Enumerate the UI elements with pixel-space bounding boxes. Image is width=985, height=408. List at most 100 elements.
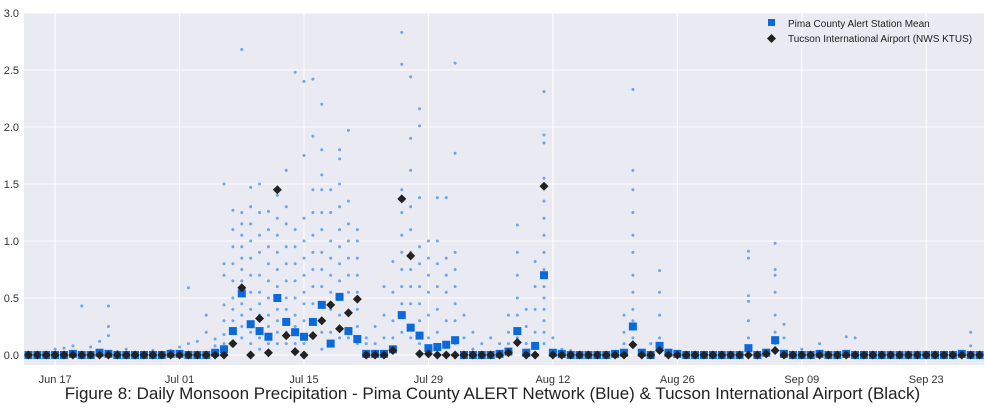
station-mean-marker	[442, 340, 451, 349]
station-point	[231, 262, 235, 266]
station-point	[222, 319, 226, 323]
legend: Pima County Alert Station Mean Tucson In…	[767, 19, 972, 45]
station-point	[426, 239, 430, 243]
y-tick-label: 3.0	[4, 8, 19, 20]
station-point	[311, 302, 315, 306]
station-point	[533, 260, 537, 264]
station-point	[213, 337, 217, 341]
station-point	[240, 336, 244, 340]
station-mean-marker	[397, 311, 406, 320]
airport-marker	[50, 350, 60, 360]
station-point	[284, 342, 288, 346]
station-point	[435, 196, 439, 200]
station-point	[631, 273, 635, 277]
station-point	[311, 250, 315, 254]
airport-marker	[690, 350, 700, 360]
airport-marker	[921, 350, 931, 360]
airport-marker	[201, 350, 211, 360]
station-mean-marker	[406, 323, 415, 332]
station-point	[302, 216, 306, 220]
station-point	[515, 313, 519, 317]
airport-marker	[779, 350, 789, 360]
station-point	[391, 260, 395, 264]
airport-marker	[681, 350, 691, 360]
station-point	[355, 290, 359, 294]
airport-marker	[423, 349, 433, 359]
x-tick-label: Sep 23	[909, 374, 944, 386]
airport-marker	[726, 350, 736, 360]
station-point	[249, 273, 253, 277]
station-point	[533, 285, 537, 289]
airport-marker	[592, 350, 602, 360]
station-point	[302, 342, 306, 346]
station-point	[240, 233, 244, 237]
airport-marker	[237, 283, 247, 293]
station-point	[222, 342, 226, 346]
airport-marker	[290, 347, 300, 357]
station-point	[453, 302, 457, 306]
airport-markers	[23, 181, 985, 360]
station-point	[240, 302, 244, 306]
station-point	[240, 245, 244, 249]
airport-marker	[752, 350, 762, 360]
station-point	[240, 279, 244, 283]
legend-marker-airport	[767, 34, 776, 43]
station-point	[320, 102, 324, 106]
airport-marker	[637, 350, 647, 360]
station-point	[373, 325, 377, 328]
station-point	[329, 290, 333, 294]
station-point	[542, 330, 546, 334]
station-point	[355, 273, 359, 277]
airport-marker	[263, 348, 273, 358]
airport-marker	[59, 350, 69, 360]
station-point	[186, 286, 190, 290]
station-point	[320, 347, 324, 351]
airport-marker	[379, 350, 389, 360]
station-point	[382, 336, 386, 340]
airport-marker	[841, 350, 851, 360]
station-point	[435, 262, 439, 266]
x-tick-label: Aug 12	[535, 374, 570, 386]
station-point	[542, 176, 546, 180]
station-point	[524, 325, 528, 328]
station-point	[98, 339, 102, 343]
station-point	[275, 233, 279, 237]
airport-marker	[601, 350, 611, 360]
station-point	[284, 168, 288, 172]
station-point	[471, 330, 475, 334]
station-point	[631, 188, 635, 192]
station-point	[258, 250, 262, 254]
station-point	[266, 228, 270, 232]
station-point	[542, 141, 546, 145]
airport-marker	[628, 340, 638, 350]
station-point	[275, 342, 279, 346]
airport-marker	[610, 350, 620, 360]
station-point	[462, 336, 466, 340]
x-tick-label: Sep 09	[784, 374, 819, 386]
station-point	[258, 182, 262, 186]
airport-marker	[192, 350, 202, 360]
station-point	[284, 262, 288, 266]
station-point	[275, 193, 279, 197]
station-point	[338, 262, 342, 266]
station-point	[631, 336, 635, 340]
station-point	[400, 62, 404, 66]
station-point	[106, 325, 110, 328]
station-mean-marker	[628, 322, 637, 331]
airport-marker	[86, 350, 96, 360]
station-point	[622, 330, 626, 334]
station-point	[311, 77, 315, 81]
airport-marker	[219, 350, 229, 360]
airport-marker	[966, 350, 976, 360]
y-tick-label: 0.0	[4, 350, 19, 362]
station-point	[355, 307, 359, 311]
station-point	[355, 325, 359, 328]
airport-marker	[103, 350, 113, 360]
station-point	[658, 336, 662, 340]
station-point	[266, 262, 270, 266]
station-point	[746, 299, 750, 303]
station-point	[782, 322, 786, 326]
airport-marker	[326, 300, 336, 310]
station-point	[506, 313, 510, 317]
station-point	[355, 256, 359, 260]
